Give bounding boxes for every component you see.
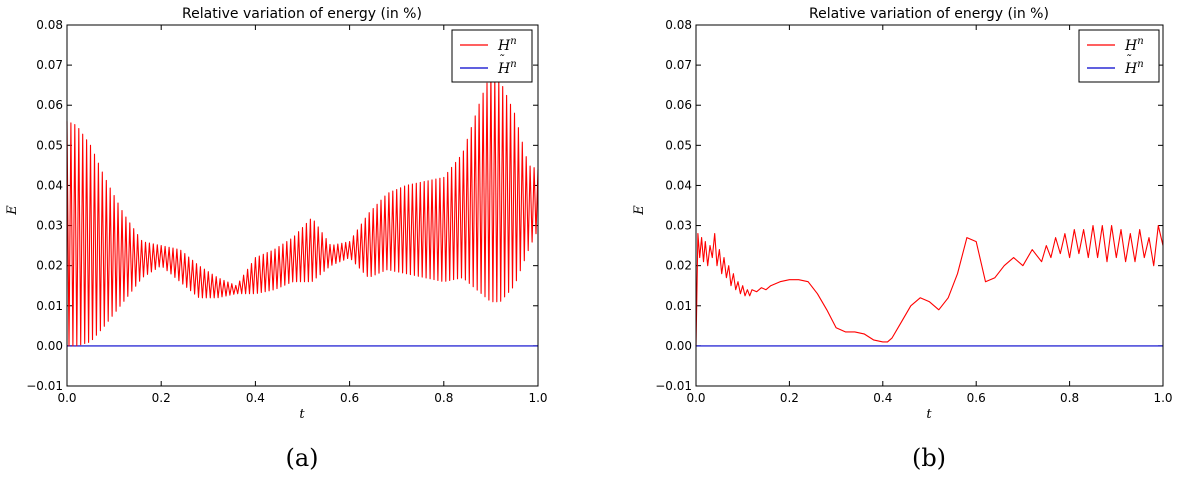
y-tick-label-b-9: 0.08 — [665, 18, 692, 32]
legend-name-a-0: H — [497, 38, 511, 54]
y-tick-label-a-7: 0.06 — [36, 98, 63, 112]
y-tick-label-a-1: 0.00 — [36, 339, 63, 353]
y-tick-label-b-3: 0.02 — [665, 259, 692, 273]
y-tick-label-a-2: 0.01 — [36, 299, 63, 313]
legend-sup-a-1: n — [510, 59, 516, 70]
legend-label-a-1: Hn — [497, 59, 517, 77]
x-tick-label-a-2: 0.4 — [246, 391, 265, 405]
legend-sup-b-1: n — [1137, 59, 1143, 70]
chart-title-b: Relative variation of energy (in %) — [809, 6, 1049, 22]
y-tick-label-a-3: 0.02 — [36, 259, 63, 273]
y-tick-label-b-0: −0.01 — [655, 379, 692, 393]
legend-label-b-1: Hn — [1124, 59, 1144, 77]
y-tick-label-a-9: 0.08 — [36, 18, 63, 32]
y-tick-label-b-4: 0.03 — [665, 219, 692, 233]
y-tick-label-b-1: 0.00 — [665, 339, 692, 353]
y-tick-label-a-8: 0.07 — [36, 58, 63, 72]
legend-frame-a — [451, 29, 533, 83]
legend-a: Hn ˜ Hn — [451, 29, 533, 83]
x-tick-label-b-3: 0.6 — [967, 391, 986, 405]
x-axis-label-a: t — [299, 407, 305, 422]
legend-sup-a-0: n — [510, 36, 516, 47]
x-axis-label-b: t — [926, 407, 932, 422]
x-tick-label-b-5: 1.0 — [1153, 391, 1172, 405]
y-tick-labels-a: −0.01 0.00 0.01 0.02 0.03 0.04 0.05 0.06 0.07 0.0… — [26, 18, 63, 393]
y-tick-label-b-7: 0.06 — [665, 98, 692, 112]
x-tick-label-b-4: 0.8 — [1060, 391, 1079, 405]
chart-title-a: Relative variation of energy (in %) — [182, 6, 422, 22]
x-tick-label-a-0: 0.0 — [57, 391, 76, 405]
caption-b: (b) — [912, 444, 946, 472]
legend-label-b-0: Hn — [1124, 36, 1144, 54]
x-tick-label-b-2: 0.4 — [873, 391, 892, 405]
legend-name-b-1: H — [1124, 61, 1138, 77]
legend-label-a-0: Hn — [497, 36, 517, 54]
series-line-b-0 — [695, 225, 1164, 346]
series-group-b — [695, 225, 1164, 347]
x-tick-label-b-1: 0.2 — [780, 391, 799, 405]
x-tick-labels-a: 0.0 0.2 0.4 0.6 0.8 1.0 — [57, 391, 547, 405]
x-tick-label-b-0: 0.0 — [686, 391, 705, 405]
legend-frame-b — [1078, 29, 1160, 83]
series-group-a — [66, 72, 539, 347]
y-axis-label-a: E — [5, 205, 20, 216]
x-tick-labels-b: 0.0 0.2 0.4 0.6 0.8 1.0 — [686, 391, 1172, 405]
y-tick-label-a-4: 0.03 — [36, 219, 63, 233]
y-tick-label-b-5: 0.04 — [665, 178, 692, 192]
plot-frame-b — [695, 24, 1164, 387]
x-tick-label-a-4: 0.8 — [434, 391, 453, 405]
y-tick-label-b-2: 0.01 — [665, 299, 692, 313]
chart-panel-a: Relative variation of energy (in %) −0.0… — [5, 6, 548, 472]
legend-b: Hn ˜ Hn — [1078, 29, 1160, 83]
y-axis-label-b: E — [632, 205, 647, 216]
chart-panel-b: Relative variation of energy (in %) −0.0… — [632, 6, 1173, 472]
y-tick-label-a-0: −0.01 — [26, 379, 63, 393]
x-tick-label-a-5: 1.0 — [528, 391, 547, 405]
series-line-a-0 — [66, 72, 539, 347]
x-tick-label-a-3: 0.6 — [340, 391, 359, 405]
legend-name-b-0: H — [1124, 38, 1138, 54]
y-tick-label-a-6: 0.05 — [36, 138, 63, 152]
plot-frame-a — [66, 24, 539, 387]
y-tick-label-a-5: 0.04 — [36, 178, 63, 192]
y-tick-label-b-8: 0.07 — [665, 58, 692, 72]
legend-accent-b-1: ˜ — [1125, 53, 1132, 67]
caption-a: (a) — [285, 444, 318, 472]
y-tick-label-b-6: 0.05 — [665, 138, 692, 152]
legend-name-a-1: H — [497, 61, 511, 77]
y-tick-labels-b: −0.01 0.00 0.01 0.02 0.03 0.04 0.05 0.06 0.07 0.0… — [655, 18, 692, 393]
legend-sup-b-0: n — [1137, 36, 1143, 47]
x-tick-label-a-1: 0.2 — [152, 391, 171, 405]
legend-accent-a-1: ˜ — [498, 53, 505, 67]
